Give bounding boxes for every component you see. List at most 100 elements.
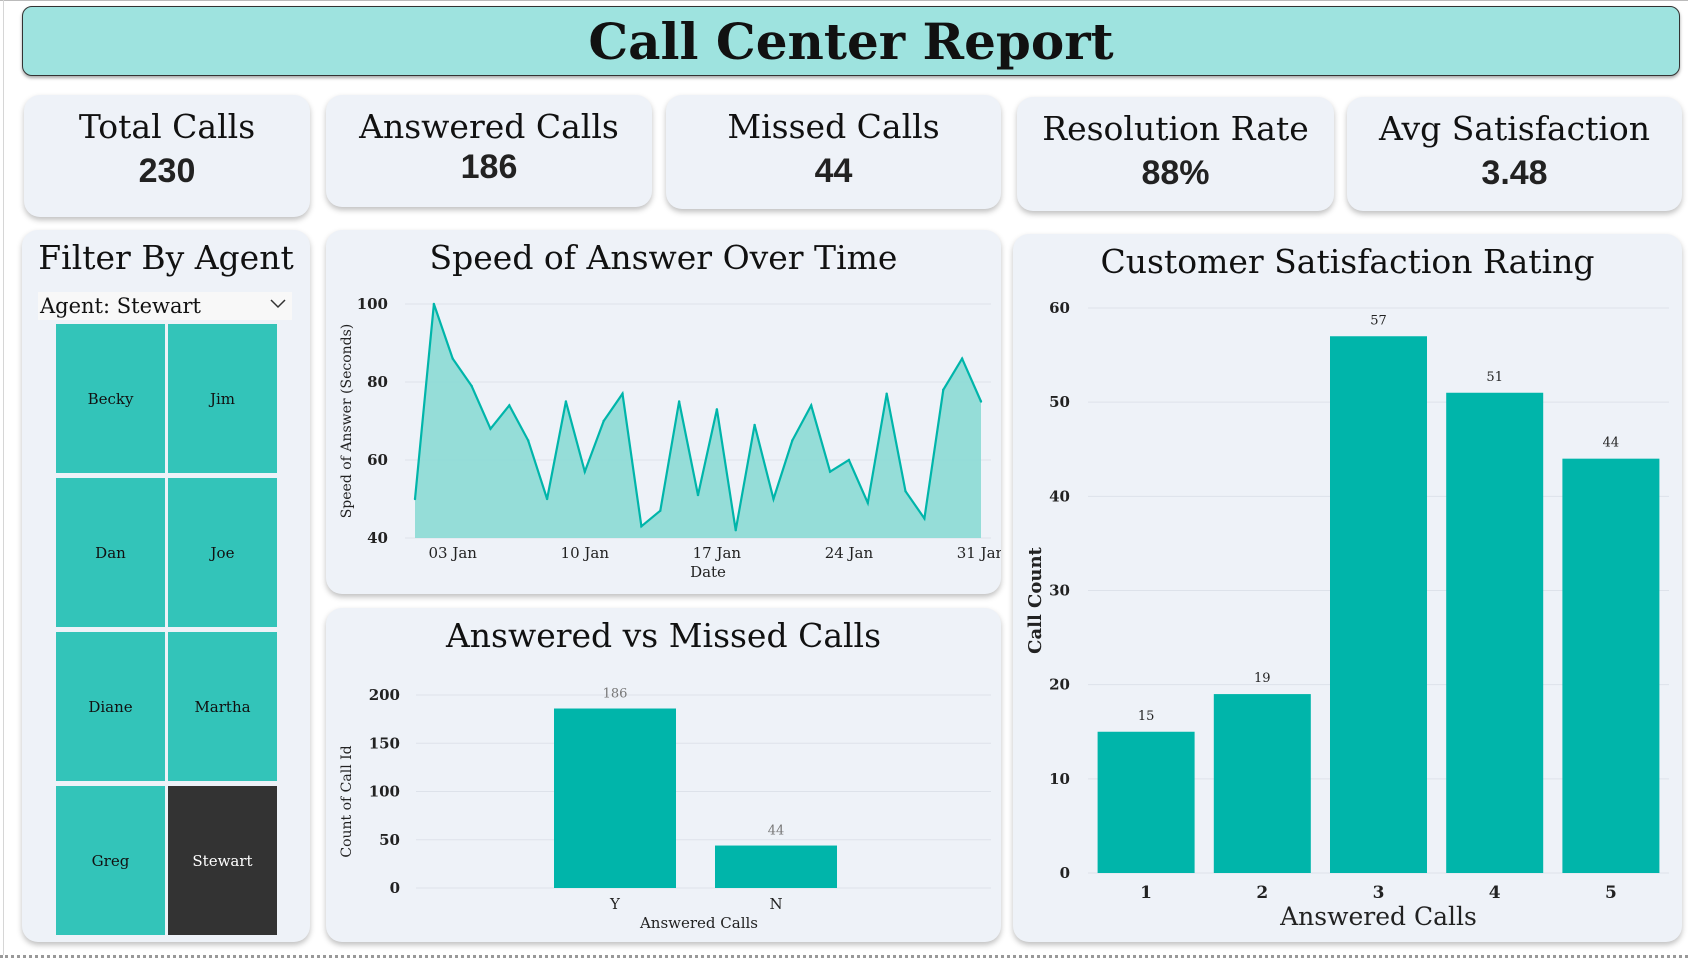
answered-x-axis-label: Answered Calls bbox=[639, 914, 758, 932]
answered-chart-panel: Answered vs Missed Calls 0 50 100 150 200 186… bbox=[326, 608, 1001, 942]
kpi-value: 88% bbox=[1141, 154, 1210, 192]
agent-tile-jim[interactable]: Jim bbox=[168, 324, 277, 473]
speed-data-point bbox=[413, 497, 417, 501]
speed-data-point bbox=[715, 408, 719, 411]
answered-y-tick-label: 100 bbox=[369, 783, 400, 801]
speed-x-tick-label: 31 Jan bbox=[957, 544, 1001, 562]
speed-x-tick-label: 17 Jan bbox=[693, 544, 742, 562]
answered-x-tick-label: Y bbox=[609, 895, 621, 913]
satisfaction-chart-title: Customer Satisfaction Rating bbox=[1100, 242, 1595, 281]
speed-data-point bbox=[451, 357, 454, 360]
speed-y-tick-label: 40 bbox=[367, 529, 388, 547]
satisfaction-data-label: 51 bbox=[1486, 370, 1503, 385]
agent-tile-becky[interactable]: Becky bbox=[56, 324, 165, 473]
answered-chart-title: Answered vs Missed Calls bbox=[445, 616, 882, 655]
answered-bar bbox=[554, 708, 676, 888]
satisfaction-x-tick-label: 2 bbox=[1256, 883, 1268, 903]
agent-tile-greg[interactable]: Greg bbox=[56, 786, 165, 935]
kpi-label: Avg Satisfaction bbox=[1378, 109, 1651, 148]
speed-data-point bbox=[489, 427, 492, 430]
speed-y-tick-label: 80 bbox=[367, 373, 388, 391]
speed-data-point bbox=[527, 439, 530, 442]
filter-title: Filter By Agent bbox=[38, 238, 294, 277]
satisfaction-x-tick-label: 3 bbox=[1373, 883, 1385, 903]
speed-y-tick-label: 60 bbox=[367, 451, 388, 469]
top-border bbox=[0, 0, 1688, 5]
satisfaction-y-tick-label: 30 bbox=[1049, 582, 1070, 600]
satisfaction-chart-panel: Customer Satisfaction Rating 0 10 20 30 40 50… bbox=[1013, 234, 1682, 942]
speed-chart: 40 60 80 100 03 Jan 10 Jan 17 Jan 24 Jan 31 Jan D… bbox=[339, 295, 1001, 581]
kpi-missed-calls: Missed Calls 44 bbox=[666, 95, 1001, 209]
bottom-border bbox=[0, 955, 1688, 958]
speed-data-point bbox=[753, 423, 756, 427]
speed-data-point bbox=[904, 490, 907, 493]
satisfaction-x-tick-label: 4 bbox=[1489, 883, 1501, 903]
satisfaction-x-tick-label: 1 bbox=[1140, 883, 1152, 903]
speed-x-tick-label: 10 Jan bbox=[561, 544, 610, 562]
satisfaction-data-label: 19 bbox=[1254, 671, 1271, 686]
speed-area bbox=[415, 304, 981, 538]
speed-data-point bbox=[847, 458, 851, 462]
satisfaction-data-label: 57 bbox=[1370, 313, 1387, 328]
satisfaction-data-label: 15 bbox=[1138, 709, 1155, 724]
kpi-answered-calls: Answered Calls 186 bbox=[326, 95, 652, 207]
report-title: Call Center Report bbox=[588, 11, 1114, 71]
agent-dropdown-value: Agent: Stewart bbox=[40, 294, 201, 318]
speed-x-tick-label: 24 Jan bbox=[825, 544, 874, 562]
kpi-value: 230 bbox=[138, 152, 196, 190]
speed-y-tick-label: 100 bbox=[357, 295, 388, 313]
answered-x-tick-label: N bbox=[769, 895, 782, 913]
speed-chart-panel: Speed of Answer Over Time 40 60 80 100 03 Ja… bbox=[326, 230, 1001, 594]
answered-data-label: 186 bbox=[603, 687, 628, 702]
kpi-label: Missed Calls bbox=[727, 107, 940, 146]
speed-data-point bbox=[508, 404, 511, 407]
speed-x-tick-label: 03 Jan bbox=[428, 544, 477, 562]
answered-y-tick-label: 50 bbox=[379, 831, 400, 849]
answered-data-label: 44 bbox=[768, 824, 785, 839]
answered-y-tick-label: 200 bbox=[369, 686, 400, 704]
speed-data-point bbox=[866, 501, 869, 505]
speed-data-point bbox=[696, 493, 700, 497]
speed-data-point bbox=[772, 497, 775, 501]
agent-tile-dan[interactable]: Dan bbox=[56, 478, 165, 627]
speed-data-point bbox=[659, 509, 662, 512]
speed-data-point bbox=[923, 517, 926, 520]
satisfaction-y-tick-label: 60 bbox=[1049, 299, 1070, 317]
agent-tile-joe[interactable]: Joe bbox=[168, 478, 277, 627]
speed-data-point bbox=[564, 400, 568, 403]
answered-y-tick-label: 0 bbox=[390, 879, 400, 897]
satisfaction-y-tick-label: 10 bbox=[1049, 770, 1070, 788]
speed-data-point bbox=[828, 470, 832, 473]
satisfaction-x-axis-label: Answered Calls bbox=[1279, 902, 1477, 931]
speed-data-point bbox=[979, 400, 983, 403]
satisfaction-bar bbox=[1562, 458, 1660, 873]
speed-x-axis-label: Date bbox=[690, 563, 726, 581]
kpi-avg-satisfaction: Avg Satisfaction 3.48 bbox=[1347, 97, 1682, 211]
speed-data-point bbox=[602, 419, 605, 423]
speed-data-point bbox=[810, 404, 813, 407]
kpi-resolution-rate: Resolution Rate 88% bbox=[1017, 97, 1334, 211]
report-header: Call Center Report bbox=[22, 6, 1680, 76]
agent-tile-stewart[interactable]: Stewart bbox=[168, 786, 277, 935]
chevron-down-icon bbox=[270, 299, 286, 309]
speed-data-point bbox=[470, 384, 473, 388]
satisfaction-bar bbox=[1213, 694, 1311, 873]
satisfaction-y-tick-label: 50 bbox=[1049, 393, 1070, 411]
satisfaction-y-tick-label: 20 bbox=[1049, 676, 1070, 694]
agent-tile-martha[interactable]: Martha bbox=[168, 632, 277, 781]
satisfaction-bar bbox=[1097, 731, 1195, 873]
agent-tile-diane[interactable]: Diane bbox=[56, 632, 165, 781]
kpi-value: 44 bbox=[814, 152, 853, 190]
satisfaction-y-tick-label: 0 bbox=[1060, 864, 1070, 882]
kpi-value: 3.48 bbox=[1481, 154, 1548, 192]
speed-data-point bbox=[640, 525, 643, 528]
satisfaction-bar bbox=[1330, 336, 1427, 873]
speed-data-point bbox=[432, 302, 436, 306]
satisfaction-y-tick-label: 40 bbox=[1049, 487, 1070, 505]
speed-data-point bbox=[942, 388, 945, 391]
agent-filter-panel: Filter By Agent Agent: Stewart Becky Jim… bbox=[22, 230, 310, 942]
satisfaction-data-label: 44 bbox=[1603, 436, 1620, 451]
satisfaction-bar bbox=[1446, 392, 1544, 873]
agent-dropdown[interactable]: Agent: Stewart bbox=[38, 292, 292, 320]
